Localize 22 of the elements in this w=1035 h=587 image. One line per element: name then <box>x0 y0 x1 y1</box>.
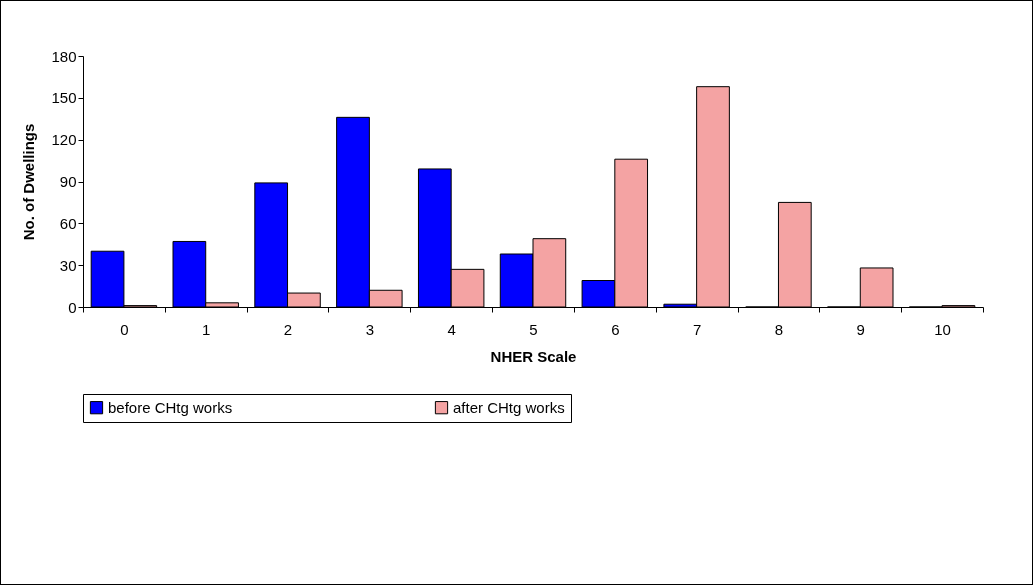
y-axis-title: No. of Dwellings <box>20 123 38 241</box>
x-tick-label: 4 <box>447 320 456 338</box>
y-tick-label: 30 <box>59 256 77 274</box>
x-tick-label: 9 <box>856 320 865 338</box>
y-tick-label: 90 <box>59 173 77 190</box>
x-tick-label: 8 <box>774 320 784 338</box>
y-tick-label: 0 <box>68 298 77 316</box>
y-tick-label: 150 <box>51 89 77 107</box>
x-tick-label: 1 <box>202 320 211 338</box>
x-tick-label: 2 <box>283 320 293 338</box>
x-tick-label: 7 <box>692 320 702 338</box>
x-tick-label: 5 <box>529 320 538 338</box>
x-axis-title: NHER Scale <box>490 347 577 365</box>
y-tick-label: 180 <box>51 47 77 65</box>
x-tick-label: 10 <box>934 320 951 338</box>
legend-label: before CHtg works <box>108 398 233 416</box>
legend-label: after CHtg works <box>453 398 565 416</box>
x-tick-label: 6 <box>611 320 620 338</box>
x-tick-label: 0 <box>120 320 129 338</box>
y-tick-label: 120 <box>51 131 77 149</box>
x-tick-label: 3 <box>365 320 375 338</box>
y-tick-label: 60 <box>59 214 77 232</box>
